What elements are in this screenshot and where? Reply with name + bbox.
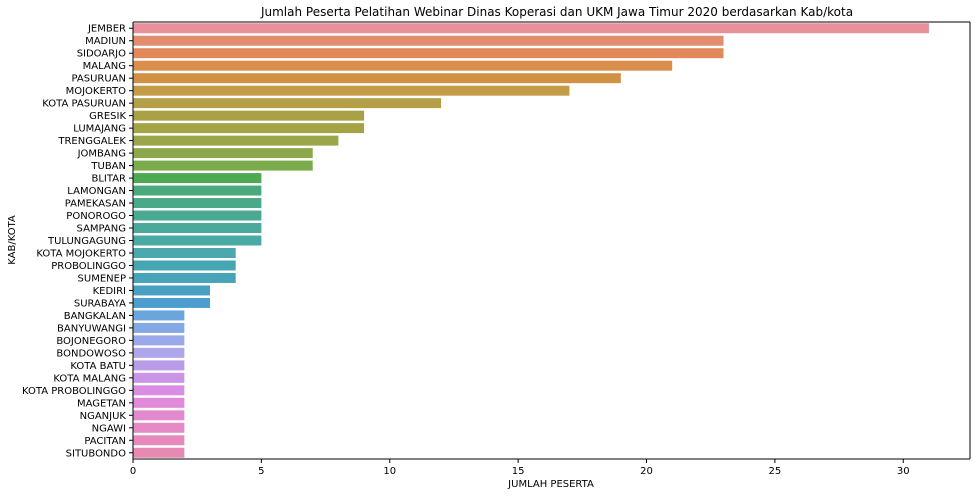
bar bbox=[133, 135, 339, 146]
y-tick-label: PONOROGO bbox=[66, 211, 126, 222]
bar bbox=[133, 185, 262, 196]
y-axis-label: KAB/KOTA bbox=[7, 215, 18, 265]
y-tick-label: BONDOWOSO bbox=[56, 348, 126, 359]
y-tick-label: JEMBER bbox=[87, 24, 126, 35]
y-tick-label: MALANG bbox=[83, 61, 126, 72]
y-tick-label: KEDIRI bbox=[93, 286, 126, 297]
y-tick-label: KOTA PROBOLINGGO bbox=[22, 386, 126, 397]
x-tick-label: 30 bbox=[897, 466, 910, 477]
y-tick-label: LUMAJANG bbox=[73, 124, 126, 135]
x-axis-label: JUMLAH PESERTA bbox=[507, 479, 594, 490]
bar bbox=[133, 235, 262, 246]
x-tick-label: 20 bbox=[640, 466, 653, 477]
y-tick-label: SIDOARJO bbox=[77, 49, 126, 60]
bar bbox=[133, 397, 185, 408]
y-tick-label: KOTA MALANG bbox=[53, 373, 126, 384]
y-tick-label: BANGKALAN bbox=[64, 311, 126, 322]
y-tick-label: MAGETAN bbox=[77, 398, 126, 409]
x-tick-label: 5 bbox=[258, 466, 264, 477]
bar bbox=[133, 447, 185, 458]
x-tick-label: 25 bbox=[769, 466, 782, 477]
bar bbox=[133, 85, 570, 96]
y-tick-label: SURABAYA bbox=[74, 298, 126, 309]
bar bbox=[133, 385, 185, 396]
y-tick-label: PAMEKASAN bbox=[65, 199, 126, 210]
chart-title: Jumlah Peserta Pelatihan Webinar Dinas K… bbox=[260, 5, 853, 19]
bar bbox=[133, 148, 313, 159]
x-tick-label: 10 bbox=[383, 466, 396, 477]
y-tick-label: GRESIK bbox=[89, 111, 126, 122]
bar bbox=[133, 310, 185, 321]
bar bbox=[133, 360, 185, 371]
x-axis-ticks: 0 5 10 15 20 25 30 bbox=[130, 459, 910, 477]
y-tick-label: TUBAN bbox=[90, 161, 126, 172]
bar bbox=[133, 173, 262, 184]
bar bbox=[133, 260, 236, 271]
bar bbox=[133, 335, 185, 346]
bar bbox=[133, 48, 724, 59]
bar bbox=[133, 410, 185, 421]
y-tick-label: TULUNGAGUNG bbox=[47, 236, 126, 247]
y-tick-label: NGAWI bbox=[92, 423, 126, 434]
y-tick-label: SITUBONDO bbox=[66, 448, 126, 459]
y-tick-label: PACITAN bbox=[84, 436, 126, 447]
bar bbox=[133, 223, 262, 234]
y-tick-label: LAMONGAN bbox=[67, 186, 126, 197]
bar bbox=[133, 98, 442, 109]
x-tick-label: 15 bbox=[512, 466, 525, 477]
bar bbox=[133, 372, 185, 383]
bar bbox=[133, 198, 262, 209]
y-tick-label: PROBOLINGGO bbox=[51, 261, 126, 272]
bar bbox=[133, 210, 262, 221]
x-tick-label: 0 bbox=[130, 466, 136, 477]
y-tick-label: KOTA PASURUAN bbox=[42, 99, 126, 110]
y-tick-label: SAMPANG bbox=[77, 224, 126, 235]
bar bbox=[133, 272, 236, 283]
bar bbox=[133, 110, 365, 121]
y-tick-label: KOTA MOJOKERTO bbox=[36, 248, 126, 259]
bar bbox=[133, 347, 185, 358]
bar bbox=[133, 422, 185, 433]
y-tick-label: BOJONEGORO bbox=[56, 336, 126, 347]
bar bbox=[133, 322, 185, 333]
bar bbox=[133, 285, 211, 296]
y-tick-label: PASURUAN bbox=[72, 74, 127, 85]
bar bbox=[133, 160, 313, 171]
bar bbox=[133, 73, 621, 84]
y-tick-label: BANYUWANGI bbox=[57, 323, 126, 334]
y-tick-label: BLITAR bbox=[91, 174, 126, 185]
y-tick-label: TRENGGALEK bbox=[57, 136, 126, 147]
y-tick-label: JOMBANG bbox=[77, 149, 126, 160]
y-tick-label: KOTA BATU bbox=[70, 361, 126, 372]
bar bbox=[133, 35, 724, 46]
bar bbox=[133, 435, 185, 446]
bars-group bbox=[133, 23, 929, 458]
bar bbox=[133, 60, 673, 71]
y-tick-label: MADIUN bbox=[85, 36, 126, 47]
bar bbox=[133, 247, 236, 258]
bar bbox=[133, 23, 929, 34]
bar bbox=[133, 297, 211, 308]
y-tick-label: SUMENEP bbox=[78, 273, 126, 284]
y-tick-label: MOJOKERTO bbox=[66, 86, 127, 97]
y-tick-label: NGANJUK bbox=[80, 411, 127, 422]
bar bbox=[133, 123, 365, 134]
